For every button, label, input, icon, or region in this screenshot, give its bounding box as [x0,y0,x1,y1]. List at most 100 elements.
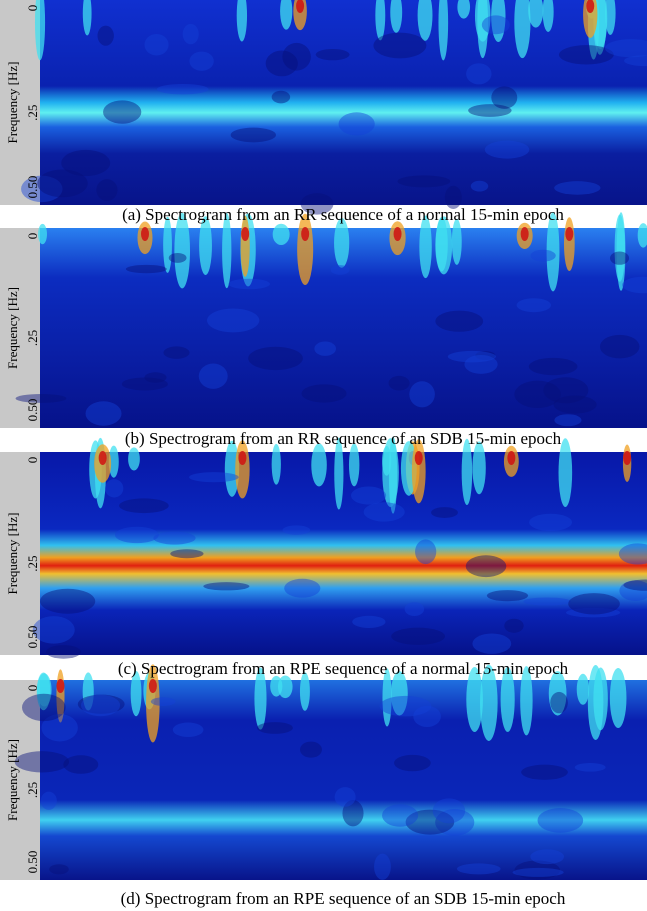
spectrogram-blob [379,695,432,717]
spectrogram-blob [373,32,427,59]
spectrogram-blob [235,440,250,499]
spectrogram-blob [553,395,597,414]
spectrogram-blob [623,579,647,591]
spectrogram-blob [198,363,228,389]
spectrogram-blob [623,451,632,465]
spectrogram-blob [622,276,647,294]
spectrogram-blob [491,0,506,43]
spectrogram-blob [150,697,176,707]
spectrogram-blob [512,867,564,877]
spectrogram-blob [15,393,67,403]
spectrogram-blob [486,590,529,602]
spectrogram-blob [587,664,604,741]
axis-strip [0,452,40,655]
spectrogram-blob [466,63,492,85]
spectrogram-blob [222,212,232,289]
spectrogram-blob [435,310,484,332]
spectrogram-blob [271,443,281,485]
spectrogram-blob [470,180,489,192]
spectrogram-blob [203,582,250,591]
spectrograms: Frequency [Hz] 0 .25 0.50 Frequency [Hz] 0 .25… [0,0,647,880]
y-tick-label: .25 [25,330,40,346]
spectrogram-blob [391,627,446,645]
spectrogram-blob [475,351,496,361]
spectrogram-blob [314,341,337,356]
spectrogram-blob [37,673,52,707]
spectrogram-blob [537,808,584,833]
spectrogram-blob [619,580,647,601]
spectrogram-blob [456,863,501,875]
spectrogram-blob [382,446,392,476]
spectrogram-blob [182,23,199,45]
spectrogram-blob [546,212,560,292]
axis-strip [0,0,40,205]
spectrogram-blob [277,675,293,699]
y-tick-label: 0.50 [25,399,40,422]
spectrogram-blob [82,672,94,711]
spectrogram-blob [80,694,121,717]
y-tick-label: 0 [25,5,40,12]
spectrogram-blob [334,787,356,807]
spectrogram-blob [96,179,118,201]
spectrogram-blob [550,691,568,714]
spectrogram-blob [586,0,595,13]
y-axis-label: Frequency [Hz] [5,62,20,144]
y-tick-label: .25 [25,782,40,798]
spectrogram-blob [618,543,647,565]
spectrogram-blob [520,227,529,241]
spectrogram-blob [248,346,303,371]
spectrogram-blob [82,0,92,36]
y-tick-label: 0 [25,685,40,692]
spectrogram-blob [334,218,350,268]
spectrogram-blob [516,298,551,313]
spectrogram-blob [85,401,122,426]
spectrogram-blob [282,525,311,535]
spectrogram-blob [280,0,293,30]
spectrogram-blob [605,0,616,36]
spectrogram-blob [37,169,88,198]
spectrogram-blob [390,671,408,716]
spectrogram-blob [352,615,386,628]
spectrogram-blob [265,50,298,77]
spectrogram-blob [128,447,140,471]
spectrogram-blob [394,754,431,772]
y-tick-label: 0 [25,233,40,240]
spectrogram-blob [565,227,574,241]
spectrogram-blob [63,755,99,774]
spectrogram-blob [230,127,277,143]
spectrogram-blob [241,227,250,241]
spectrogram-blob [238,451,247,465]
spectrogram-blob [228,278,270,290]
spectrogram-blob [300,741,322,758]
spectrogram-blob [315,48,350,61]
spectrogram-blob [272,223,290,246]
spectrogram-blob [604,39,647,58]
spectrogram-blob [38,223,47,245]
spectrogram-blob [523,597,571,606]
spectrogram-blob [350,486,387,505]
spectrogram-blob [236,0,248,42]
spectrogram-blob [614,214,625,282]
spectrogram-blob [397,175,451,188]
spectrogram-blob [558,438,573,508]
spectrogram-blob [119,498,169,514]
spectrogram-blob [484,140,530,159]
spectrogram-blob [382,668,392,727]
spectrogram-blob [49,864,69,875]
spectrogram-blob [363,502,405,522]
spectrogram-blob [56,679,65,693]
spectrogram-blob [34,0,46,61]
spectrogram-blob [121,377,168,391]
spectrogram-blob [163,216,172,273]
spectrogram-blob [199,216,212,276]
spectrogram-blob [189,51,214,71]
caption: (a) Spectrogram from an RR sequence of a… [122,205,564,224]
spectrogram-blob [528,0,544,28]
spectrogram-blob [558,45,614,65]
spectrogram-blob [466,666,483,733]
spectrogram-blob [140,227,149,241]
y-tick-label: .25 [25,105,40,121]
spectrogram-blob [125,264,167,274]
spectrogram-blob [438,0,449,61]
